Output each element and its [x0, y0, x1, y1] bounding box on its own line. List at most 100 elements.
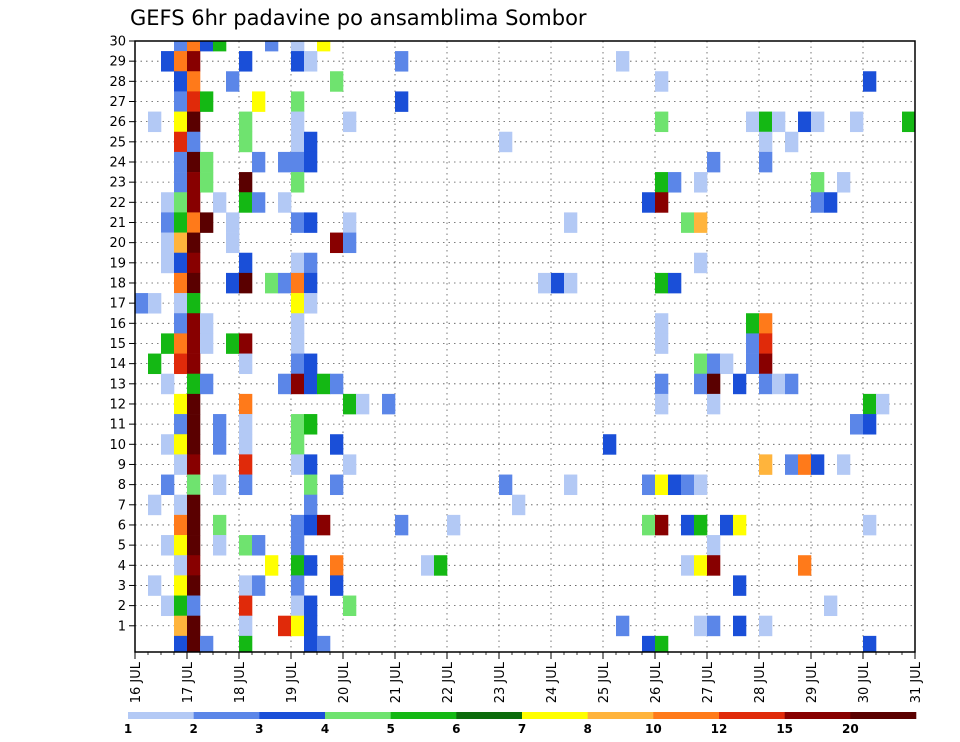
heatmap-cell — [161, 333, 175, 354]
heatmap-cell — [239, 575, 253, 596]
heatmap-cell — [694, 252, 708, 274]
y-tick-label: 28 — [109, 75, 126, 90]
heatmap-cell — [291, 172, 305, 193]
heatmap-cell — [187, 51, 201, 72]
heatmap-cell — [187, 131, 201, 153]
heatmap-cell — [278, 373, 292, 395]
heatmap-cell — [798, 555, 812, 576]
y-tick-label: 22 — [109, 196, 126, 211]
heatmap-cell — [291, 373, 305, 395]
heatmap-cell — [733, 575, 747, 596]
y-tick-label: 16 — [109, 317, 126, 332]
heatmap-cell — [655, 71, 669, 92]
heatmap-cell — [200, 635, 214, 653]
heatmap-cell — [824, 595, 838, 617]
heatmap-cell — [291, 535, 305, 556]
heatmap-cell — [330, 474, 344, 496]
heatmap-cell — [252, 91, 266, 112]
colorbar-label: 5 — [386, 722, 394, 736]
heatmap-cell — [330, 575, 344, 596]
heatmap-cell — [291, 91, 305, 112]
heatmap-cell — [174, 172, 188, 193]
heatmap-cell — [681, 212, 695, 233]
heatmap-cell — [291, 555, 305, 576]
heatmap-cell — [759, 151, 773, 173]
x-tick-label: 16 JUL — [129, 661, 144, 703]
heatmap-cell — [824, 192, 838, 213]
heatmap-cell — [304, 615, 318, 637]
heatmap-cell — [317, 373, 331, 395]
heatmap-cell — [291, 514, 305, 536]
x-tick-label: 29 JUL — [805, 661, 820, 703]
heatmap-cell — [174, 454, 188, 475]
heatmap-cell — [395, 514, 409, 536]
heatmap-cell — [174, 232, 188, 254]
heatmap-cell — [707, 393, 721, 415]
heatmap-cell — [291, 414, 305, 435]
heatmap-cell — [187, 414, 201, 435]
heatmap-cell — [174, 71, 188, 92]
heatmap-cell — [655, 272, 669, 294]
heatmap-cell — [200, 151, 214, 173]
heatmap-cell — [811, 192, 825, 213]
heatmap-cell — [291, 293, 305, 314]
heatmap-cell — [174, 555, 188, 576]
heatmap-cell — [382, 393, 396, 415]
heatmap-cell — [226, 71, 240, 92]
heatmap-cell — [226, 333, 240, 354]
heatmap-cell — [655, 333, 669, 354]
x-tick-label: 17 JUL — [181, 661, 196, 703]
heatmap-cell — [733, 514, 747, 536]
heatmap-cell — [187, 494, 201, 516]
heatmap-cell — [239, 635, 253, 653]
heatmap-cell — [759, 111, 773, 133]
heatmap-cell — [174, 414, 188, 435]
heatmap-cell — [239, 252, 253, 274]
heatmap-cell — [330, 434, 344, 455]
heatmap-cell — [161, 212, 175, 233]
heatmap-cell — [811, 111, 825, 133]
x-tick-label: 31 JUL — [909, 661, 924, 703]
heatmap-cell — [343, 393, 357, 415]
heatmap-cell — [187, 111, 201, 133]
heatmap-cell — [213, 474, 227, 496]
colorbar-label: 10 — [645, 722, 662, 736]
heatmap-cell — [850, 111, 864, 133]
heatmap-cell — [200, 91, 214, 112]
heatmap-cell — [850, 414, 864, 435]
colorbar-swatch — [653, 712, 720, 719]
heatmap-cell — [499, 131, 513, 153]
heatmap-cell — [187, 575, 201, 596]
heatmap-cell — [434, 555, 448, 576]
heatmap-cell — [304, 212, 318, 233]
heatmap-cell — [278, 151, 292, 173]
heatmap-cell — [512, 494, 526, 516]
heatmap-cell — [395, 51, 409, 72]
y-tick-label: 21 — [109, 216, 126, 231]
y-tick-label: 24 — [109, 155, 126, 170]
heatmap-cell — [239, 192, 253, 213]
heatmap-cell — [200, 313, 214, 334]
heatmap-cell — [304, 514, 318, 536]
x-tick-label: 24 JUL — [545, 661, 560, 703]
x-tick-label: 18 JUL — [233, 661, 248, 703]
heatmap-cell — [694, 615, 708, 637]
heatmap-cell — [239, 333, 253, 354]
heatmap-cell — [174, 151, 188, 173]
heatmap-cell — [187, 172, 201, 193]
colorbar-swatch — [193, 712, 260, 719]
heatmap-cell — [187, 293, 201, 314]
heatmap-cell — [655, 474, 669, 496]
y-tick-label: 7 — [118, 498, 126, 513]
heatmap-cell — [187, 434, 201, 455]
heatmap-cell — [213, 41, 227, 52]
heatmap-cell — [343, 212, 357, 233]
y-tick-label: 15 — [109, 337, 126, 352]
heatmap-cell — [174, 535, 188, 556]
heatmap-cell — [187, 474, 201, 496]
heatmap-cell — [265, 41, 279, 52]
heatmap-cell — [174, 595, 188, 617]
y-tick-label: 20 — [109, 236, 126, 251]
heatmap-cell — [148, 494, 162, 516]
heatmap-cell — [707, 555, 721, 576]
